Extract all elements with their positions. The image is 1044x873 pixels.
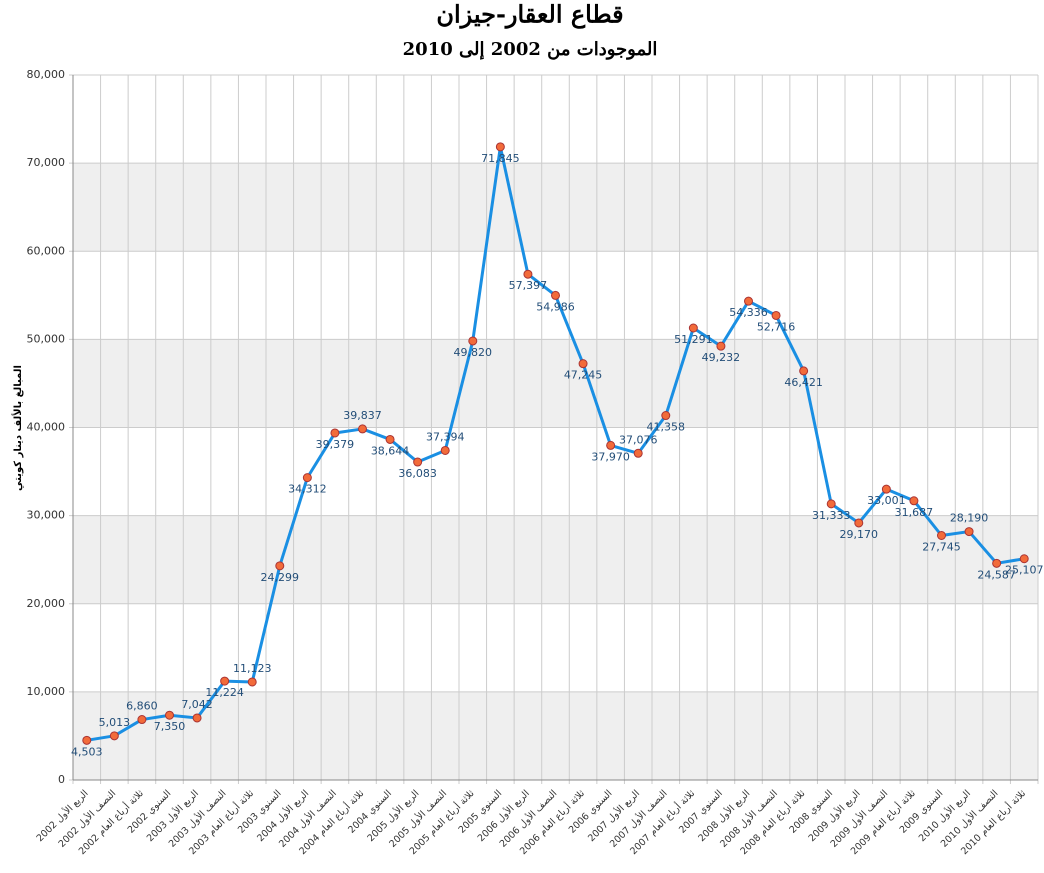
point [1019, 554, 1029, 564]
point [220, 676, 230, 686]
point [523, 269, 533, 279]
point [109, 731, 119, 741]
value-label: 31,687 [895, 506, 934, 519]
grid-band [73, 163, 1038, 252]
value-label: 52,716 [757, 320, 796, 333]
point [744, 296, 753, 306]
point [358, 424, 367, 434]
chart-title: قطاع العقار-جيزان [436, 0, 623, 30]
y-tick-label: 10,000 [27, 685, 66, 698]
point [854, 518, 864, 528]
value-label: 41,358 [647, 421, 686, 434]
point [247, 677, 257, 687]
value-label: 6,860 [126, 700, 158, 713]
point [468, 336, 478, 346]
value-label: 49,232 [702, 351, 741, 364]
point [771, 310, 781, 320]
value-label: 46,421 [784, 376, 823, 389]
point [661, 411, 671, 421]
value-label: 39,837 [343, 409, 382, 422]
value-label: 54,986 [536, 300, 575, 313]
point [137, 715, 147, 725]
value-label: 7,042 [181, 698, 213, 711]
value-label: 4,503 [71, 745, 103, 758]
point [330, 428, 340, 438]
value-label: 24,587 [977, 568, 1016, 581]
value-label: 38,644 [371, 444, 410, 457]
point [799, 366, 809, 376]
y-tick-label: 60,000 [27, 244, 66, 257]
point [606, 440, 616, 450]
value-label: 37,076 [619, 433, 658, 446]
point [413, 457, 423, 467]
grid-band [73, 691, 1038, 780]
value-label: 31,333 [812, 509, 851, 522]
point [881, 484, 891, 494]
value-label: 49,820 [454, 346, 493, 359]
value-label: 54,336 [729, 306, 768, 319]
point [192, 713, 202, 723]
y-tick-label: 70,000 [27, 156, 66, 169]
value-label: 37,394 [426, 430, 465, 443]
value-label: 28,190 [950, 512, 989, 525]
value-label: 11,123 [233, 662, 272, 675]
point [688, 323, 698, 333]
value-label: 39,379 [316, 438, 355, 451]
point [992, 558, 1002, 568]
point [165, 710, 174, 720]
grid-band [73, 515, 1038, 604]
point [275, 561, 285, 571]
value-label: 25,107 [1005, 564, 1044, 577]
y-axis-label: المبالغ بالألف دينار كويتي [11, 365, 24, 491]
value-label: 29,170 [840, 528, 879, 541]
y-tick-label: 0 [58, 773, 65, 786]
point [633, 448, 643, 458]
value-label: 27,745 [922, 540, 961, 553]
value-label: 11,224 [205, 686, 244, 699]
point [909, 496, 919, 506]
point [826, 499, 836, 509]
grid-band [73, 339, 1038, 428]
value-label: 37,970 [591, 450, 630, 463]
value-label: 33,001 [867, 494, 906, 507]
y-tick-label: 80,000 [27, 68, 66, 81]
point [964, 527, 974, 537]
y-tick-label: 20,000 [27, 597, 66, 610]
value-label: 47,245 [564, 369, 603, 382]
value-label: 51,291 [674, 333, 713, 346]
value-label: 57,397 [509, 279, 548, 292]
value-label: 34,312 [288, 483, 327, 496]
point [716, 341, 726, 351]
y-tick-label: 50,000 [27, 332, 66, 345]
point [82, 735, 92, 745]
point [495, 142, 505, 152]
value-label: 71,845 [481, 152, 520, 165]
y-tick-label: 40,000 [27, 421, 66, 434]
point [551, 290, 560, 300]
point [937, 530, 946, 540]
value-label: 36,083 [398, 467, 437, 480]
point [385, 434, 395, 444]
chart-subtitle: الموجودات من 2002 إلى 2010 [403, 39, 658, 60]
value-label: 24,299 [261, 571, 300, 584]
y-tick-label: 30,000 [27, 509, 66, 522]
point [578, 359, 588, 369]
point [302, 473, 312, 483]
point [440, 445, 450, 455]
value-label: 5,013 [99, 716, 131, 729]
value-label: 7,350 [154, 720, 186, 733]
